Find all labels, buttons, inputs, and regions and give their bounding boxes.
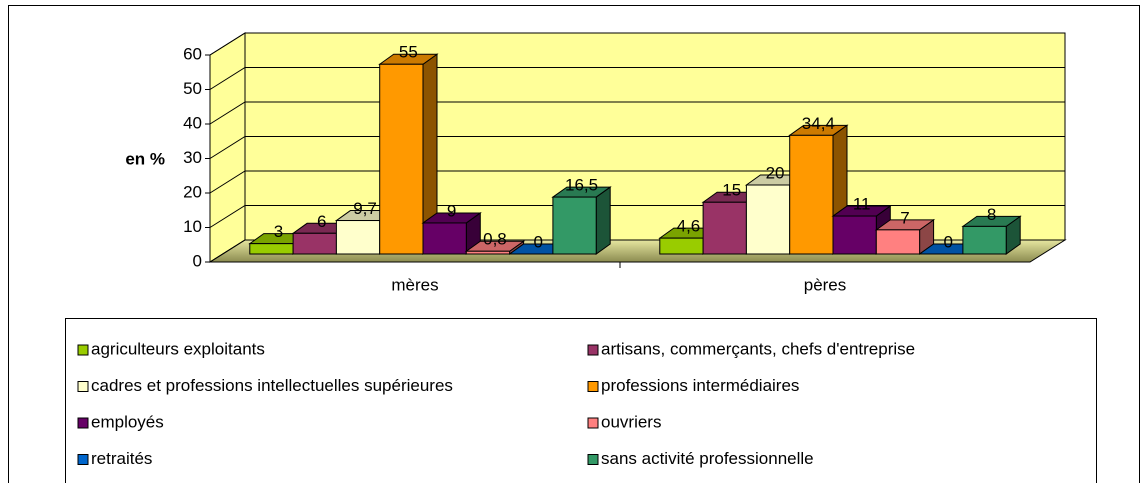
y-tick-label: 60 — [183, 44, 202, 63]
data-label: 9,7 — [353, 199, 377, 218]
grid-line — [209, 101, 1065, 125]
bar — [962, 225, 1007, 255]
legend-swatch — [587, 344, 599, 356]
bar — [659, 237, 704, 255]
y-tick-label: 10 — [183, 217, 202, 236]
data-label: 9 — [447, 201, 456, 220]
bar — [875, 229, 921, 255]
bar — [335, 220, 381, 255]
legend-label: cadres et professions intellectuelles su… — [91, 376, 453, 395]
data-label: 11 — [853, 195, 871, 214]
legend-box — [65, 318, 1097, 483]
bar — [552, 196, 597, 255]
y-tick-label: 30 — [183, 148, 202, 167]
bar — [422, 222, 467, 255]
grid-line — [209, 32, 1065, 56]
data-label: 15 — [722, 181, 741, 200]
data-label: 4,6 — [677, 217, 701, 236]
data-label: 0,8 — [483, 230, 507, 249]
y-axis-label: en % — [125, 149, 165, 168]
legend-swatch — [77, 344, 89, 356]
data-label: 0 — [944, 232, 953, 251]
y-tick-label: 0 — [193, 251, 202, 270]
legend-swatch — [587, 417, 599, 429]
bar — [702, 201, 747, 255]
chart-frame — [8, 5, 1140, 483]
x-tick-label: mères — [391, 275, 438, 294]
data-label: 0 — [534, 232, 543, 251]
bar — [249, 243, 294, 255]
bar-side — [595, 186, 611, 255]
data-label: 8 — [987, 205, 996, 224]
grid-line — [209, 67, 1065, 90]
legend-label: retraités — [91, 449, 152, 468]
legend-swatch — [77, 381, 89, 392]
data-label: 3 — [274, 222, 283, 241]
legend-swatch — [77, 454, 89, 465]
legend-swatch — [587, 454, 599, 465]
legend-label: professions intermédiaires — [601, 376, 799, 395]
legend-swatch — [77, 417, 89, 429]
data-label: 20 — [766, 163, 785, 182]
data-label: 55 — [399, 43, 418, 62]
y-tick-label: 20 — [183, 182, 202, 201]
legend-label: artisans, commerçants, chefs d'entrepris… — [601, 339, 915, 358]
legend-label: agriculteurs exploitants — [91, 339, 265, 358]
legend-label: sans activité professionnelle — [601, 449, 814, 468]
bar — [292, 232, 337, 255]
bar — [465, 250, 511, 255]
y-tick-label: 40 — [183, 113, 202, 132]
data-label: 6 — [317, 212, 326, 231]
data-label: 7 — [900, 208, 909, 227]
y-tick-label: 50 — [183, 79, 202, 98]
data-label: 16,5 — [565, 176, 598, 195]
x-tick-label: pères — [804, 275, 847, 294]
legend-label: employés — [91, 412, 164, 431]
bar — [789, 134, 834, 255]
legend-label: ouvriers — [601, 412, 661, 431]
bar — [832, 215, 877, 255]
legend-swatch — [587, 381, 599, 392]
data-label: 34,4 — [802, 114, 835, 133]
bar — [745, 184, 791, 255]
bar — [379, 63, 424, 255]
